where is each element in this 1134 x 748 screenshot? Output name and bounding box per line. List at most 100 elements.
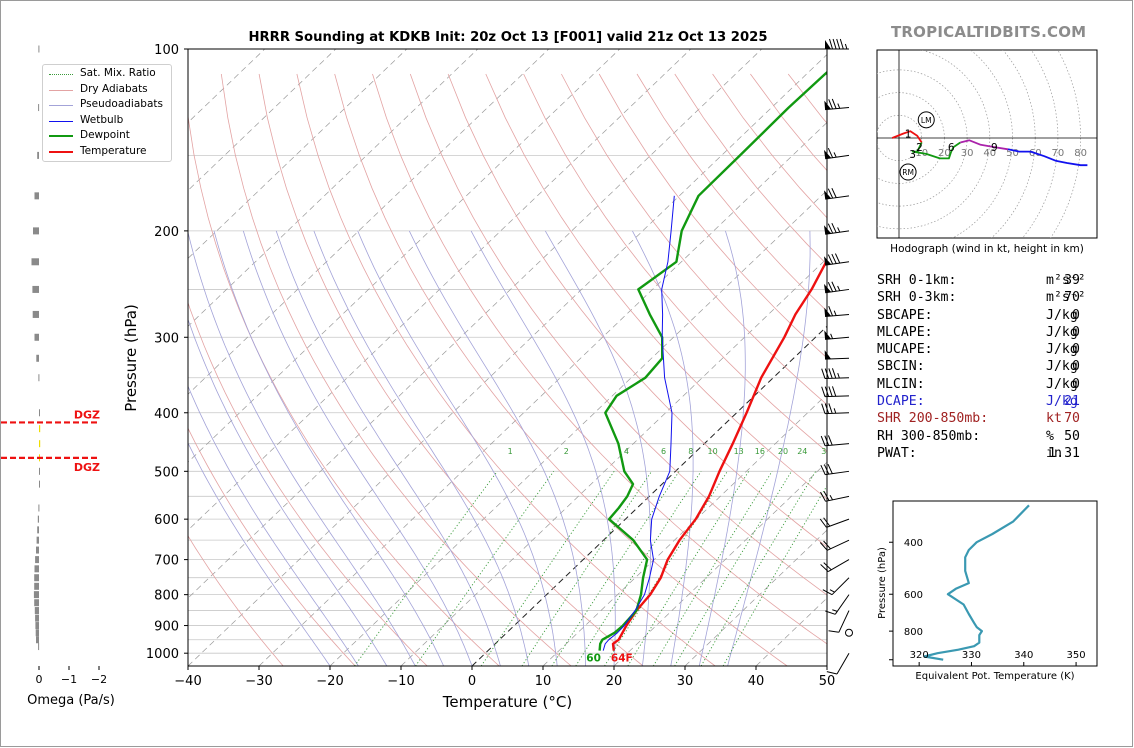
barb-full [826,671,838,675]
barb-staff [825,495,850,502]
y-tick-label: 300 [154,331,179,346]
barb-flag [824,307,832,317]
wind-barb [823,187,850,200]
y-tick-label: 700 [154,554,179,569]
stat-label: SHR 200-850mb: [877,411,989,427]
barb-staff [824,395,850,398]
barb-full [824,386,830,397]
barb-half [830,333,834,339]
barb-staff [825,154,850,160]
x-tick-label: 20 [606,674,623,689]
mixing-ratio-line [674,471,792,666]
omega-bar [34,599,39,607]
mixing-ratio-line [521,471,653,666]
barb-full [824,435,830,446]
barb-flag [825,40,831,49]
stat-row: SRH 0-1km: 39 m²s⁻² [877,272,1122,289]
dewpoint-line [598,70,827,651]
theta-e-y-tick-label: 800 [904,627,923,638]
dgz-label: DGZ [74,461,100,474]
hodo-height-marker: 3 [909,149,916,161]
omega-bar [34,192,39,200]
barb-staff [825,230,850,235]
stat-label: SRH 0-1km: [877,273,957,288]
dry-adiabat-line [485,73,827,500]
mixing-ratio-label: 2 [564,447,569,456]
barb-full [823,562,832,571]
barb-flag [823,256,832,266]
pseudoadiabat-line [188,318,388,666]
x-tick-label: 40 [748,674,765,689]
hodo-height-marker: 6 [948,142,955,154]
x-tick-label: 50 [819,674,836,689]
mixing-ratio-line [575,471,702,666]
stat-row: RH 300-850mb: 50% [877,428,1122,445]
stat-value: 0 [1072,359,1080,375]
stat-row: PWAT: 1.31 in [877,445,1122,462]
stat-value: 39 [1064,273,1080,288]
isotherm-line [258,121,827,666]
stat-label: SBCAPE: [877,307,933,323]
pseudoadiabat-line [408,230,586,666]
wind-barb [820,463,850,476]
pseudoadiabat-line [242,230,473,666]
barb-full [831,253,837,264]
barb-full [821,368,826,379]
barb-full [827,282,834,292]
barb-full [839,38,844,50]
hodo-trace [891,130,923,143]
storm-motion-label: RM [902,168,914,177]
barb-full [820,435,826,446]
stat-unit: J/kg [1046,394,1078,410]
wind-barb [821,403,850,415]
stat-unit: J/kg [1046,307,1078,323]
stat-row: MLCAPE: 0 J/kg [877,324,1122,341]
barb-flag [824,100,832,110]
stat-label: SRH 0-3km: [877,290,957,306]
stat-label: PWAT: [877,445,917,461]
dry-adiabat-line [188,535,284,666]
stat-value: 0 [1072,307,1080,323]
wind-barb [820,435,850,447]
sounding-parameters: SRH 0-1km: 39 m²s⁻² SRH 0-3km: 70 m²s⁻² SBCAPE… [877,272,1122,462]
barb-half [829,494,834,501]
wind-barb [824,305,850,318]
skewt-axes: −40 −30 −20 −10 0 10 20 30 40 50 100 200 300 400 500 60… [122,43,835,711]
stat-row: MUCAPE: 0 J/kg [877,341,1122,358]
barb-full [829,38,833,50]
omega-bar [34,574,39,582]
dry-adiabat-line [188,301,428,666]
barb-staff [834,594,850,615]
barb-half [837,285,841,291]
barb-full [823,491,830,501]
calm-circle [845,628,853,637]
stat-unit: J/kg [1046,324,1078,340]
barb-staff [827,559,850,573]
barb-flag [823,225,832,235]
theta-e-x-tick-label: 340 [1014,650,1033,661]
barb-full [828,630,839,633]
omega-bar [35,622,39,630]
stat-unit: J/kg [1046,359,1078,375]
x-tick-label: 10 [535,674,552,689]
omega-bar [33,591,39,599]
mixing-ratio-label: 16 [755,447,765,456]
pseudoadiabat-line [313,230,530,666]
dry-adiabat-line [447,73,827,548]
pseudoadiabat-line [188,385,359,666]
dry-adiabat-line [636,73,827,312]
mixing-ratio-label: 1 [508,447,513,456]
mixing-ratio-label: 20 [778,447,788,456]
barb-full [822,589,833,596]
y-tick-label: 500 [154,465,179,480]
mixing-ratio-label: 10 [708,447,718,456]
barb-full [832,38,837,50]
barb-full [828,305,834,317]
site-brand: TROPICALTIDBITS.COM [891,23,1087,41]
y-tick-label: 900 [154,620,179,635]
dry-adiabat-line [598,73,827,359]
skewt-series: 60 64F [586,70,827,665]
x-tick-label: −20 [316,674,343,689]
storm-motion-marker [917,111,935,129]
